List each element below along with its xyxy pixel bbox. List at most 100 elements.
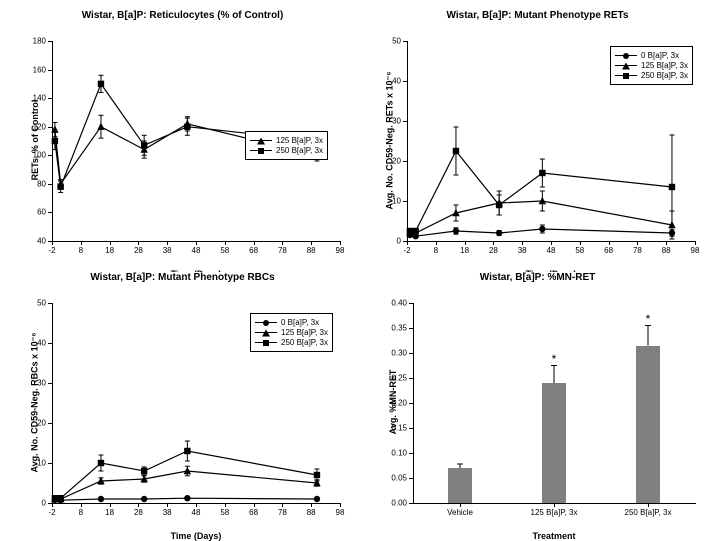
x-tick-label: -2 bbox=[403, 246, 410, 255]
y-tick-label: 40 bbox=[24, 339, 46, 348]
x-tick-label: 8 bbox=[79, 246, 83, 255]
x-tick-label: 58 bbox=[220, 246, 229, 255]
panel-br: Wistar, B[a]P: %MN-RETAvg. %MN-RET0.000.… bbox=[365, 272, 710, 524]
bar bbox=[448, 468, 472, 503]
x-tick-label: 78 bbox=[278, 508, 287, 517]
x-tick-label: 68 bbox=[249, 508, 258, 517]
panel-tl: Wistar, B[a]P: Reticulocytes (% of Contr… bbox=[10, 10, 355, 262]
x-tick-label: 68 bbox=[604, 246, 613, 255]
y-tick-label: 100 bbox=[24, 151, 46, 160]
x-tick-label: 88 bbox=[307, 246, 316, 255]
y-tick-label: 0 bbox=[24, 499, 46, 508]
x-tick-label: 125 B[a]P, 3x bbox=[531, 508, 578, 517]
y-tick-label: 10 bbox=[24, 459, 46, 468]
y-tick-label: 0.00 bbox=[379, 499, 407, 508]
x-tick-label: 78 bbox=[633, 246, 642, 255]
legend-label: 0 B[a]P, 3x bbox=[641, 51, 679, 60]
chart-title: Wistar, B[a]P: %MN-RET bbox=[365, 272, 710, 283]
legend-item: 250 B[a]P, 3x bbox=[250, 146, 323, 155]
legend-item: 250 B[a]P, 3x bbox=[255, 338, 328, 347]
legend-item: 125 B[a]P, 3x bbox=[615, 61, 688, 70]
legend-item: 250 B[a]P, 3x bbox=[615, 71, 688, 80]
bar bbox=[636, 346, 660, 504]
x-tick-label: 18 bbox=[105, 508, 114, 517]
x-tick-label: 48 bbox=[547, 246, 556, 255]
x-tick-label: 38 bbox=[163, 508, 172, 517]
x-tick-label: 18 bbox=[460, 246, 469, 255]
legend-item: 0 B[a]P, 3x bbox=[615, 51, 688, 60]
x-tick-label: 48 bbox=[192, 246, 201, 255]
y-tick-label: 0.25 bbox=[379, 374, 407, 383]
y-tick-label: 0.05 bbox=[379, 474, 407, 483]
x-tick-label: 58 bbox=[220, 508, 229, 517]
y-tick-label: 50 bbox=[24, 299, 46, 308]
y-tick-label: 50 bbox=[379, 37, 401, 46]
significance-marker: * bbox=[646, 312, 651, 326]
y-tick-label: 0 bbox=[379, 237, 401, 246]
chart-legend: 0 B[a]P, 3x125 B[a]P, 3x250 B[a]P, 3x bbox=[250, 313, 333, 352]
chart-title: Wistar, B[a]P: Mutant Phenotype RBCs bbox=[10, 272, 355, 283]
legend-item: 125 B[a]P, 3x bbox=[255, 328, 328, 337]
y-tick-label: 120 bbox=[24, 122, 46, 131]
y-tick-label: 30 bbox=[379, 117, 401, 126]
x-tick-label: 8 bbox=[434, 246, 438, 255]
y-tick-label: 20 bbox=[379, 157, 401, 166]
x-tick-label: 38 bbox=[518, 246, 527, 255]
x-tick-label: 58 bbox=[575, 246, 584, 255]
x-tick-label: 8 bbox=[79, 508, 83, 517]
legend-label: 125 B[a]P, 3x bbox=[276, 136, 323, 145]
y-tick-label: 20 bbox=[24, 419, 46, 428]
x-tick-label: 48 bbox=[192, 508, 201, 517]
x-axis-label: Time (Days) bbox=[52, 531, 340, 541]
y-tick-label: 0.20 bbox=[379, 399, 407, 408]
x-tick-label: 78 bbox=[278, 246, 287, 255]
y-tick-label: 140 bbox=[24, 94, 46, 103]
legend-label: 0 B[a]P, 3x bbox=[281, 318, 319, 327]
x-tick-label: -2 bbox=[48, 508, 55, 517]
legend-label: 250 B[a]P, 3x bbox=[641, 71, 688, 80]
x-tick-label: 250 B[a]P, 3x bbox=[625, 508, 672, 517]
y-tick-label: 180 bbox=[24, 37, 46, 46]
y-tick-label: 0.40 bbox=[379, 299, 407, 308]
bar bbox=[542, 383, 566, 503]
legend-label: 125 B[a]P, 3x bbox=[641, 61, 688, 70]
legend-label: 125 B[a]P, 3x bbox=[281, 328, 328, 337]
panel-tr: Wistar, B[a]P: Mutant Phenotype RETs Avg.… bbox=[365, 10, 710, 262]
chart-title: Wistar, B[a]P: Mutant Phenotype RETs bbox=[365, 10, 710, 21]
x-tick-label: 38 bbox=[163, 246, 172, 255]
y-tick-label: 0.10 bbox=[379, 449, 407, 458]
x-tick-label: 88 bbox=[662, 246, 671, 255]
panel-bl: Wistar, B[a]P: Mutant Phenotype RBCs Avg.… bbox=[10, 272, 355, 524]
y-tick-label: 30 bbox=[24, 379, 46, 388]
x-tick-label: 18 bbox=[105, 246, 114, 255]
x-tick-label: 28 bbox=[489, 246, 498, 255]
x-tick-label: 98 bbox=[336, 508, 345, 517]
y-tick-label: 0.30 bbox=[379, 349, 407, 358]
x-tick-label: 88 bbox=[307, 508, 316, 517]
chart-legend: 0 B[a]P, 3x125 B[a]P, 3x250 B[a]P, 3x bbox=[610, 46, 693, 85]
x-tick-label: Vehicle bbox=[447, 508, 473, 517]
y-tick-label: 60 bbox=[24, 208, 46, 217]
y-tick-label: 80 bbox=[24, 179, 46, 188]
legend-label: 250 B[a]P, 3x bbox=[276, 146, 323, 155]
y-tick-label: 0.35 bbox=[379, 324, 407, 333]
x-tick-label: 98 bbox=[691, 246, 700, 255]
x-tick-label: 28 bbox=[134, 246, 143, 255]
y-tick-label: 40 bbox=[379, 77, 401, 86]
y-axis-label: Avg. No. CD59-Neg. RETs x 10⁻⁶ bbox=[385, 41, 396, 241]
legend-label: 250 B[a]P, 3x bbox=[281, 338, 328, 347]
legend-item: 125 B[a]P, 3x bbox=[250, 136, 323, 145]
x-tick-label: 68 bbox=[249, 246, 258, 255]
x-tick-label: -2 bbox=[48, 246, 55, 255]
x-tick-label: 28 bbox=[134, 508, 143, 517]
chart-title: Wistar, B[a]P: Reticulocytes (% of Contr… bbox=[10, 10, 355, 21]
y-tick-label: 40 bbox=[24, 237, 46, 246]
significance-marker: * bbox=[552, 352, 557, 366]
x-axis-label: Treatment bbox=[413, 531, 695, 541]
chart-legend: 125 B[a]P, 3x250 B[a]P, 3x bbox=[245, 131, 328, 160]
y-tick-label: 10 bbox=[379, 197, 401, 206]
y-axis-label: Avg. No. CD59-Neg. RBCs x 10⁻⁶ bbox=[30, 303, 41, 503]
legend-item: 0 B[a]P, 3x bbox=[255, 318, 328, 327]
y-tick-label: 160 bbox=[24, 65, 46, 74]
chart-grid: Wistar, B[a]P: Reticulocytes (% of Contr… bbox=[10, 10, 710, 524]
